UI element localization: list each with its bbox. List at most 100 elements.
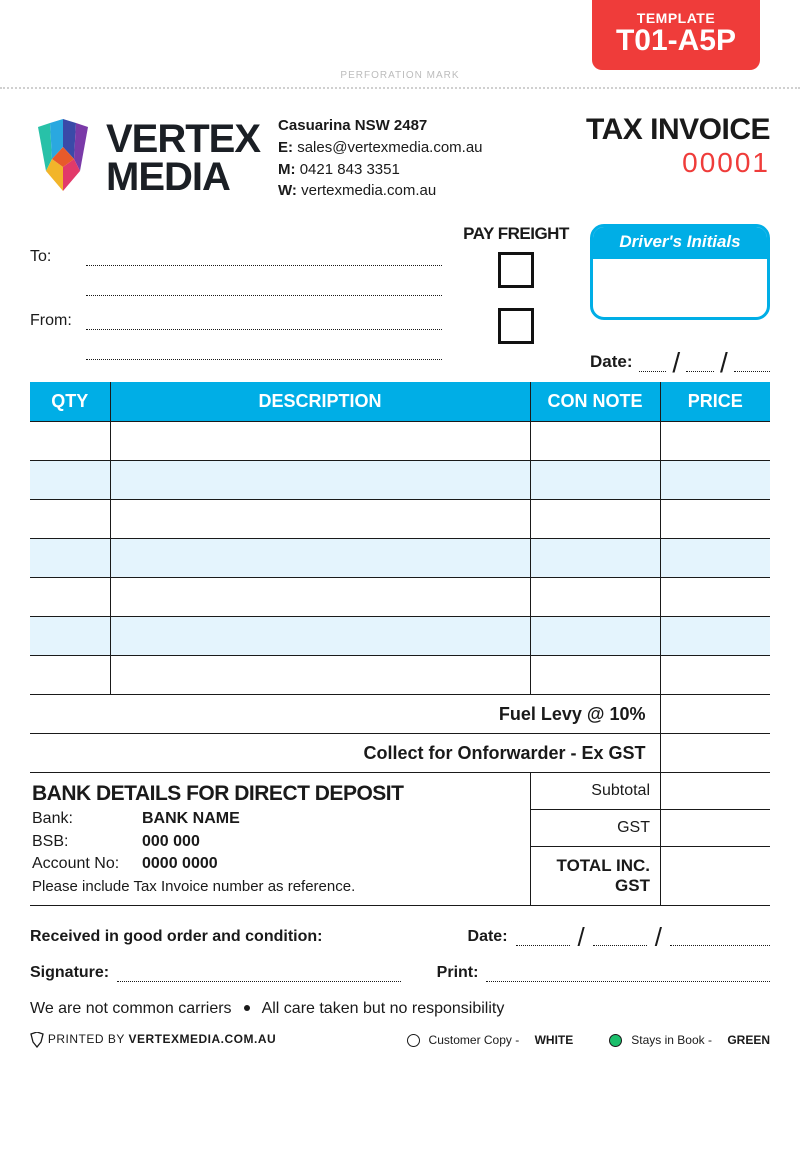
table-cell[interactable] xyxy=(660,539,770,578)
from-line-2[interactable] xyxy=(86,346,442,360)
table-cell[interactable] xyxy=(660,500,770,539)
total-value[interactable] xyxy=(660,847,770,905)
bank-details: BANK DETAILS FOR DIRECT DEPOSIT Bank:BAN… xyxy=(30,773,530,906)
freight-label: PAY FREIGHT xyxy=(456,224,576,244)
to-line-1[interactable] xyxy=(86,252,442,266)
signature-label: Signature: xyxy=(30,964,109,982)
col-connote: CON NOTE xyxy=(530,382,660,422)
footer-date-label: Date: xyxy=(468,928,508,946)
gst-value[interactable] xyxy=(660,810,770,846)
table-cell[interactable] xyxy=(530,422,660,461)
table-cell[interactable] xyxy=(660,656,770,695)
company-web: vertexmedia.com.au xyxy=(301,182,436,199)
bank-title: BANK DETAILS FOR DIRECT DEPOSIT xyxy=(32,779,530,808)
company-name-1: VERTEX xyxy=(106,120,260,158)
to-line-2[interactable] xyxy=(86,282,442,296)
table-row xyxy=(30,656,770,695)
table-cell[interactable] xyxy=(660,461,770,500)
header: VERTEX MEDIA Casuarina NSW 2487 E: sales… xyxy=(30,95,770,202)
green-circle-icon xyxy=(609,1034,622,1047)
subtotal-value[interactable] xyxy=(660,773,770,809)
date-seg-m[interactable] xyxy=(686,358,714,372)
gst-label: GST xyxy=(530,810,660,846)
perforation-row: PERFORATION MARK xyxy=(0,70,800,89)
table-cell[interactable] xyxy=(530,500,660,539)
invoice-number: 00001 xyxy=(586,147,770,179)
table-cell[interactable] xyxy=(530,539,660,578)
table-cell[interactable] xyxy=(30,500,110,539)
company-location: Casuarina NSW 2487 xyxy=(278,115,568,137)
footer-date-y[interactable] xyxy=(670,932,770,946)
table-cell[interactable] xyxy=(110,539,530,578)
col-description: DESCRIPTION xyxy=(110,382,530,422)
table-cell[interactable] xyxy=(530,461,660,500)
table-cell[interactable] xyxy=(660,422,770,461)
company-email: sales@vertexmedia.com.au xyxy=(297,139,482,156)
footer: Received in good order and condition: Da… xyxy=(30,928,770,1048)
date-seg-y[interactable] xyxy=(734,358,770,372)
perforation-label: PERFORATION MARK xyxy=(340,70,459,81)
table-cell[interactable] xyxy=(110,617,530,656)
print-label: Print: xyxy=(437,964,479,982)
table-row xyxy=(30,617,770,656)
to-label: To: xyxy=(30,248,86,266)
fuel-levy-value[interactable] xyxy=(660,695,770,734)
table-cell[interactable] xyxy=(110,422,530,461)
table-cell[interactable] xyxy=(660,617,770,656)
driver-initials-box[interactable]: Driver's Initials xyxy=(590,224,770,320)
from-label: From: xyxy=(30,312,86,330)
col-qty: QTY xyxy=(30,382,110,422)
table-cell[interactable] xyxy=(30,656,110,695)
bank-note: Please include Tax Invoice number as ref… xyxy=(32,876,530,897)
white-circle-icon xyxy=(407,1034,420,1047)
collect-value[interactable] xyxy=(660,734,770,773)
table-cell[interactable] xyxy=(110,656,530,695)
invoice-title-block: TAX INVOICE 00001 xyxy=(586,113,770,202)
table-cell[interactable] xyxy=(30,539,110,578)
header-date-row: Date: / / xyxy=(590,352,770,372)
table-cell[interactable] xyxy=(110,500,530,539)
bank-account: 0000 0000 xyxy=(142,853,218,875)
table-cell[interactable] xyxy=(530,656,660,695)
footer-date-m[interactable] xyxy=(593,932,647,946)
total-label: TOTAL INC. GST xyxy=(530,847,660,905)
received-label: Received in good order and condition: xyxy=(30,928,322,946)
signature-line[interactable] xyxy=(117,968,401,982)
printed-domain: VERTEXMEDIA.COM.AU xyxy=(128,1032,276,1046)
table-row xyxy=(30,578,770,617)
logo-icon xyxy=(30,119,96,197)
table-cell[interactable] xyxy=(660,578,770,617)
address-block: To: From: xyxy=(30,224,442,366)
table-cell[interactable] xyxy=(110,461,530,500)
table-cell[interactable] xyxy=(30,617,110,656)
bottom-bar: PRINTED BY VERTEXMEDIA.COM.AU Customer C… xyxy=(30,1032,770,1048)
footer-date-d[interactable] xyxy=(516,932,570,946)
subtotal-label: Subtotal xyxy=(530,773,660,809)
table-cell[interactable] xyxy=(530,578,660,617)
contact-block: Casuarina NSW 2487 E: sales@vertexmedia.… xyxy=(278,113,568,202)
table-cell[interactable] xyxy=(530,617,660,656)
table-row xyxy=(30,461,770,500)
freight-checkbox-2[interactable] xyxy=(498,308,534,344)
totals-block: Subtotal GST TOTAL INC. GST xyxy=(530,773,770,906)
table-row xyxy=(30,539,770,578)
table-cell[interactable] xyxy=(30,461,110,500)
disclaimer: We are not common carriers All care take… xyxy=(30,1000,770,1018)
template-tag: TEMPLATE T01-A5P xyxy=(592,0,760,70)
collect-label: Collect for Onforwarder - Ex GST xyxy=(30,734,660,773)
date-label: Date: xyxy=(590,352,633,372)
table-cell[interactable] xyxy=(30,422,110,461)
table-row xyxy=(30,500,770,539)
print-line[interactable] xyxy=(486,968,770,982)
invoice-title: TAX INVOICE xyxy=(586,113,770,147)
fuel-levy-label: Fuel Levy @ 10% xyxy=(30,695,660,734)
template-code: T01-A5P xyxy=(616,26,736,56)
from-line-1[interactable] xyxy=(86,316,442,330)
table-cell[interactable] xyxy=(110,578,530,617)
freight-checkbox-1[interactable] xyxy=(498,252,534,288)
company-name-2: MEDIA xyxy=(106,158,260,196)
table-cell[interactable] xyxy=(30,578,110,617)
logo-text: VERTEX MEDIA xyxy=(106,120,260,196)
date-seg-d[interactable] xyxy=(639,358,667,372)
table-row xyxy=(30,422,770,461)
